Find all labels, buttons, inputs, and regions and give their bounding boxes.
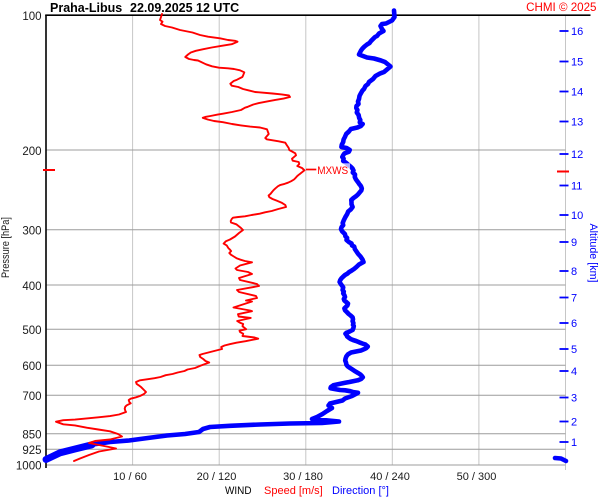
- svg-text:850: 850: [22, 430, 41, 442]
- svg-text:8: 8: [571, 266, 577, 278]
- svg-text:2: 2: [571, 417, 577, 429]
- svg-text:50 / 300: 50 / 300: [457, 471, 497, 483]
- svg-text:3: 3: [571, 393, 577, 405]
- svg-text:MXWS: MXWS: [317, 165, 348, 177]
- svg-text:14: 14: [571, 87, 583, 99]
- svg-text:5: 5: [571, 344, 577, 356]
- svg-text:Altitude [km]: Altitude [km]: [587, 224, 599, 283]
- svg-text:30 / 180: 30 / 180: [283, 471, 323, 483]
- svg-text:16: 16: [571, 26, 583, 38]
- svg-text:9: 9: [571, 237, 577, 249]
- svg-text:7: 7: [571, 293, 577, 305]
- svg-text:4: 4: [571, 366, 577, 378]
- svg-text:300: 300: [22, 226, 41, 238]
- svg-text:13: 13: [571, 117, 583, 129]
- svg-text:500: 500: [22, 325, 41, 337]
- svg-text:22.09.2025 12 UTC: 22.09.2025 12 UTC: [130, 1, 239, 15]
- svg-text:10: 10: [571, 210, 583, 222]
- svg-text:1: 1: [571, 437, 577, 449]
- svg-text:Speed [m/s]: Speed [m/s]: [264, 485, 323, 497]
- svg-text:WIND: WIND: [225, 485, 252, 497]
- svg-text:15: 15: [571, 57, 583, 69]
- svg-text:11: 11: [571, 181, 582, 193]
- svg-text:Praha-Libus: Praha-Libus: [50, 1, 122, 15]
- svg-text:12: 12: [571, 149, 583, 161]
- svg-text:100: 100: [22, 11, 41, 23]
- svg-text:600: 600: [22, 361, 41, 373]
- svg-text:700: 700: [22, 391, 41, 403]
- svg-text:925: 925: [22, 445, 41, 457]
- svg-text:200: 200: [22, 146, 41, 158]
- svg-text:1000: 1000: [16, 461, 42, 473]
- svg-text:CHMI © 2025: CHMI © 2025: [526, 1, 596, 14]
- svg-text:40 / 240: 40 / 240: [370, 471, 410, 483]
- svg-text:6: 6: [571, 318, 577, 330]
- svg-text:Pressure [hPa]: Pressure [hPa]: [0, 217, 12, 278]
- svg-text:400: 400: [22, 281, 41, 293]
- svg-text:10 / 60: 10 / 60: [113, 471, 147, 483]
- svg-text:20 / 120: 20 / 120: [197, 471, 237, 483]
- svg-text:Direction [°]: Direction [°]: [332, 485, 389, 497]
